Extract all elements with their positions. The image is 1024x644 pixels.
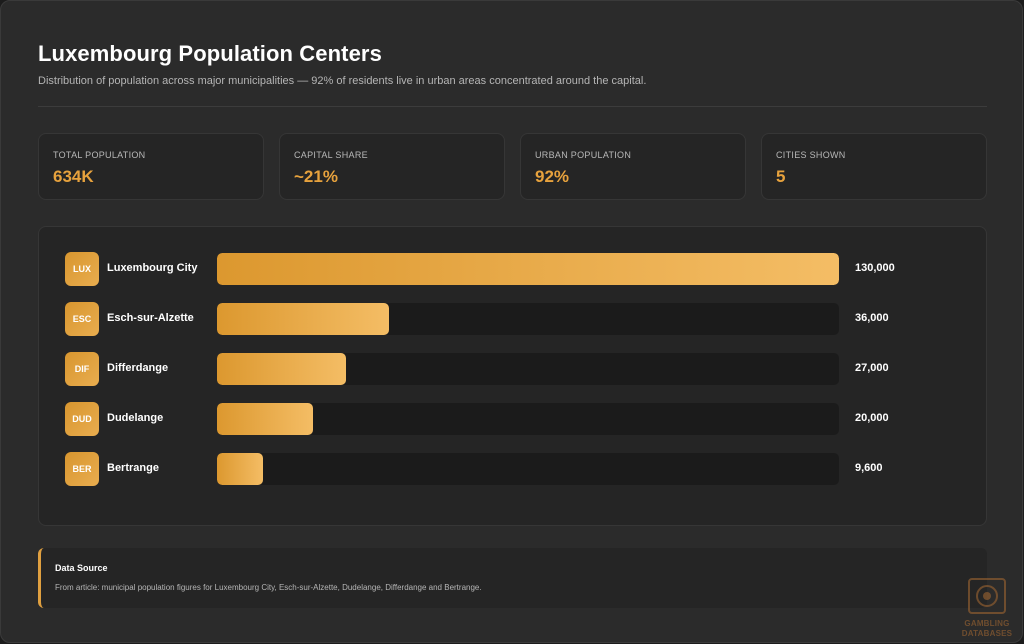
category-label: Esch-sur-Alzette (107, 312, 194, 324)
bar-row: DIF Differdange 27,000 (65, 352, 965, 386)
bar (217, 403, 313, 435)
watermark-text: GAMBLING (964, 619, 1010, 628)
stat-value: 5 (776, 167, 786, 186)
data-source-box: Data Source From article: municipal popu… (38, 548, 987, 608)
bar-row: DUD Dudelange 20,000 (65, 402, 965, 436)
bar-row: ESC Esch-sur-Alzette 36,000 (65, 302, 965, 336)
stat-label: TOTAL POPULATION (53, 150, 146, 160)
data-source-title: Data Source (55, 563, 108, 573)
stat-card-total-population: TOTAL POPULATION 634K (38, 133, 264, 200)
city-badge: LUX (65, 252, 99, 286)
watermark-logo: GAMBLING DATABASES (953, 577, 1021, 641)
city-badge: BER (65, 452, 99, 486)
data-label: 9,600 (855, 462, 883, 474)
data-label: 20,000 (855, 412, 889, 424)
bar-row: BER Bertrange 9,600 (65, 452, 965, 486)
city-badge: DUD (65, 402, 99, 436)
bar (217, 453, 263, 485)
stat-value: 634K (53, 167, 94, 186)
header-divider (38, 106, 987, 107)
data-label: 130,000 (855, 262, 895, 274)
watermark-text: DATABASES (961, 629, 1013, 638)
stat-value: ~21% (294, 167, 338, 186)
bar-chart-panel: LUX Luxembourg City 130,000 ESC Esch-sur-Alz… (38, 226, 987, 526)
data-source-text: From article: municipal population figur… (55, 583, 482, 592)
stat-card-cities-shown: CITIES SHOWN 5 (761, 133, 987, 200)
bar-track (217, 353, 839, 385)
bar (217, 353, 346, 385)
category-label: Bertrange (107, 462, 159, 474)
stat-label: CITIES SHOWN (776, 150, 846, 160)
stat-label: URBAN POPULATION (535, 150, 632, 160)
category-label: Differdange (107, 362, 169, 374)
stat-label: CAPITAL SHARE (294, 150, 368, 160)
city-badge: DIF (65, 352, 99, 386)
data-label: 27,000 (855, 362, 889, 374)
city-badge: ESC (65, 302, 99, 336)
stat-value: 92% (535, 167, 570, 186)
stat-card-capital-share: CAPITAL SHARE ~21% (279, 133, 505, 200)
bar (217, 303, 389, 335)
stat-card-urban-population: URBAN POPULATION 92% (520, 133, 746, 200)
roulette-icon (968, 578, 1006, 614)
category-label: Dudelange (107, 412, 164, 424)
bar-row: LUX Luxembourg City 130,000 (65, 252, 965, 286)
bar-track (217, 303, 839, 335)
category-label: Luxembourg City (107, 262, 198, 274)
bar-track (217, 253, 839, 285)
page-title: Luxembourg Population Centers (38, 41, 382, 66)
bar (217, 253, 839, 285)
bar-track (217, 403, 839, 435)
bar-track (217, 453, 839, 485)
data-label: 36,000 (855, 312, 889, 324)
page-subtitle: Distribution of population across major … (38, 75, 647, 87)
